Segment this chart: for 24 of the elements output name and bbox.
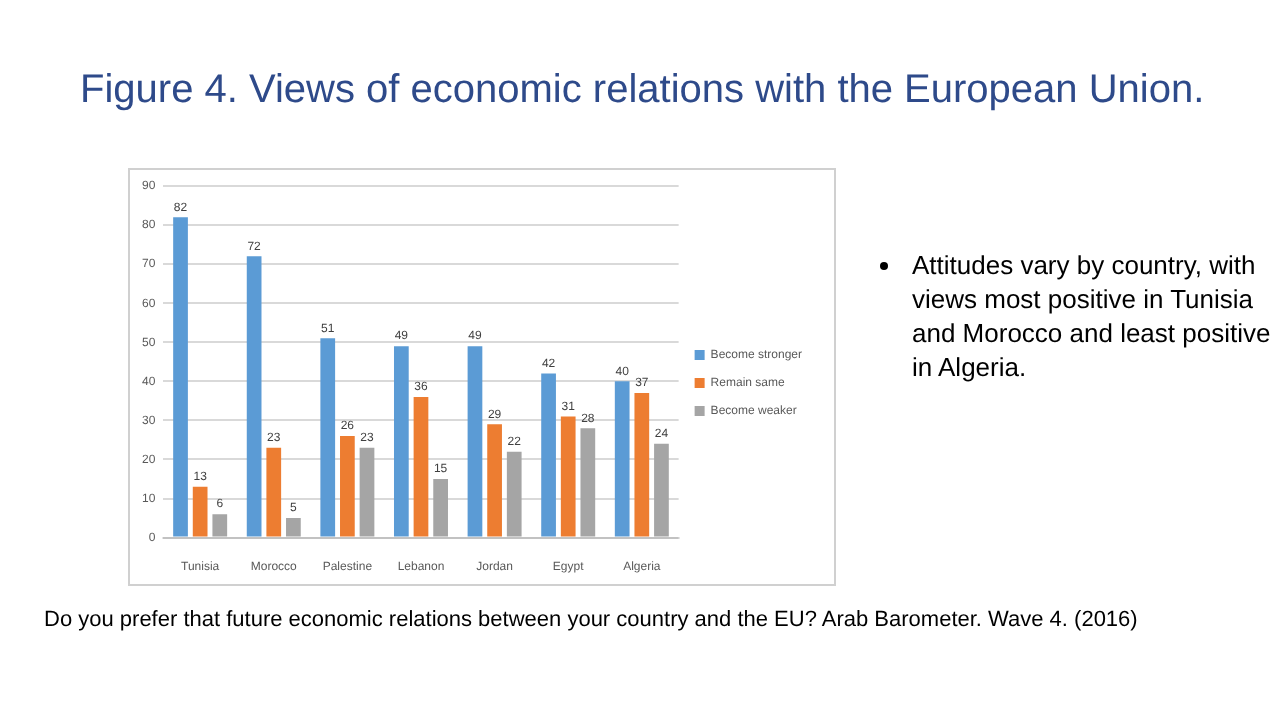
text: Do you prefer that future economic relations between your country and the EU? Arab Barometer. Wave 4. (2016) [44, 606, 1140, 636]
bar [394, 346, 409, 537]
bar [413, 396, 429, 537]
bar [212, 514, 228, 537]
bar [359, 447, 375, 537]
bar [192, 486, 208, 537]
bar [173, 217, 188, 537]
bar [266, 447, 282, 537]
bar [654, 443, 669, 537]
bar [286, 518, 301, 537]
text: Attitudes vary by country, with views most positive in Tunisia and Morocco and least positive in Algeria. [912, 248, 1273, 384]
bar [433, 479, 448, 537]
bar [467, 346, 483, 537]
bar [506, 451, 522, 537]
bar [320, 338, 336, 537]
bar [634, 393, 650, 537]
chart-title: Figure 4. Views of economic relations with the European Union. [80, 68, 1205, 114]
bar [340, 436, 355, 537]
bar [560, 416, 576, 537]
bar [614, 381, 630, 537]
bar [541, 373, 556, 537]
bar [246, 256, 262, 537]
bar [487, 424, 502, 537]
bar [580, 428, 596, 537]
